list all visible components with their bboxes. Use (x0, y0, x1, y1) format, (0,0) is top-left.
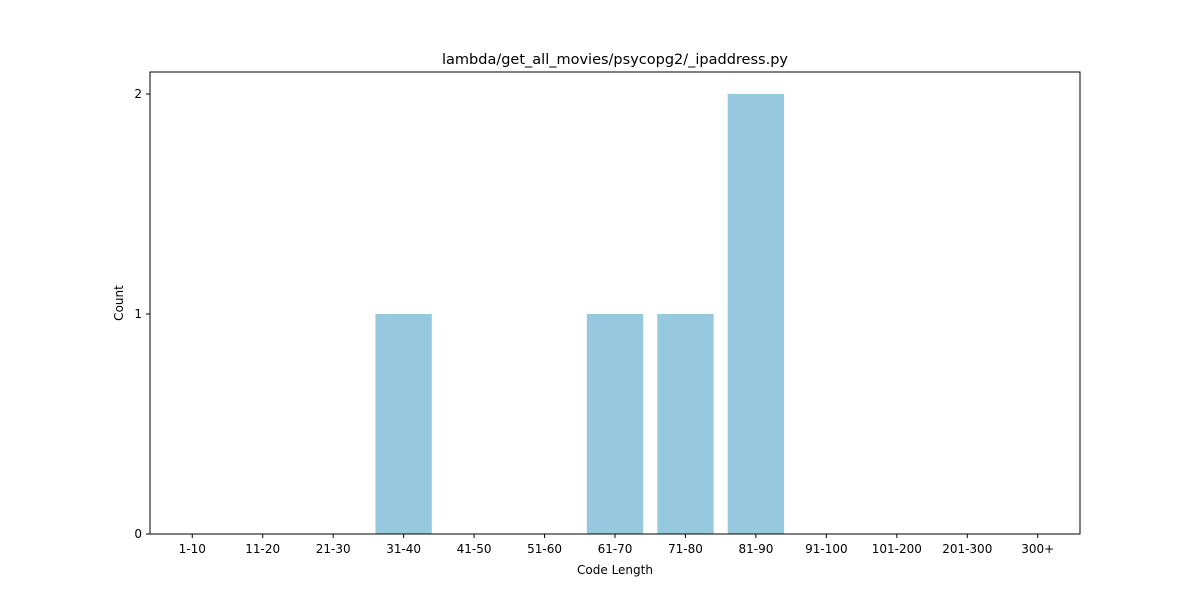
x-tick-label: 61-70 (598, 542, 633, 556)
x-tick-label: 101-200 (872, 542, 922, 556)
x-tick-label: 300+ (1021, 542, 1054, 556)
x-tick-label: 91-100 (805, 542, 848, 556)
plot-area-frame (149, 71, 1081, 535)
x-tick-label: 1-10 (179, 542, 206, 556)
x-tick-label: 71-80 (668, 542, 703, 556)
x-tick-label: 201-300 (942, 542, 992, 556)
bar-61-70 (586, 314, 644, 534)
x-tick-label: 41-50 (457, 542, 492, 556)
y-axis-ticks: 0 1 2 (134, 87, 150, 541)
chart-title: lambda/get_all_movies/psycopg2/_ipaddres… (442, 52, 788, 68)
x-tick-label: 21-30 (316, 542, 351, 556)
x-tick-label: 81-90 (738, 542, 773, 556)
y-tick-label: 1 (134, 307, 142, 321)
x-axis-ticks: 1-10 11-20 21-30 31-40 41-50 51-60 61-70 71-80 8… (179, 534, 1054, 556)
bar-31-40 (375, 314, 432, 534)
x-tick-label: 31-40 (386, 542, 421, 556)
bar-71-80 (657, 314, 714, 534)
x-tick-label: 51-60 (527, 542, 562, 556)
bar-81-90 (727, 94, 785, 534)
x-tick-label: 11-20 (245, 542, 280, 556)
y-tick-label: 2 (134, 87, 142, 101)
y-axis-label: Count (112, 285, 126, 321)
bars-group (375, 94, 785, 534)
y-tick-label: 0 (134, 527, 142, 541)
x-axis-label: Code Length (577, 563, 653, 577)
